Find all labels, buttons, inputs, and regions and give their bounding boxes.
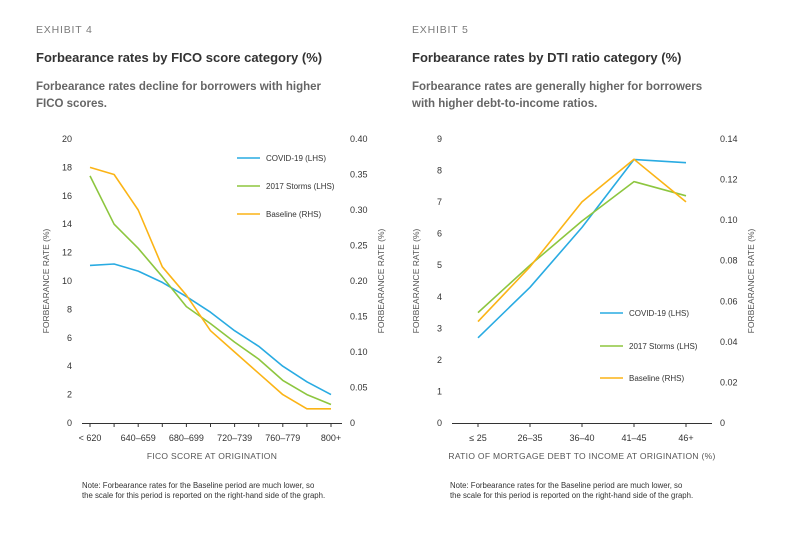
y-tick-right: 0 [350,418,355,428]
exhibit-4-panel: EXHIBIT 4 Forbearance rates by FICO scor… [36,24,386,501]
y-tick-right: 0.10 [350,347,368,357]
exhibit-5-panel: EXHIBIT 5 Forbearance rates by DTI ratio… [400,0,800,540]
y-tick-right: 0.10 [720,215,738,225]
y-tick-left: 8 [437,166,442,176]
note-line: the scale for this period is reported on… [450,491,694,500]
note-line: Note: Forbearance rates for the Baseline… [450,481,683,490]
series-line-2017-storms-lhs [89,175,332,406]
y-tick-right: 0.15 [350,312,368,322]
y-tick-left: 2 [67,390,72,400]
y-tick-right: 0.02 [720,377,738,387]
x-tick-label: < 620 [79,433,102,443]
y-tick-right: 0.25 [350,241,368,251]
series-line-baseline-rhs [89,166,331,410]
chart-subtitle: Forbearance rates are generally higher f… [412,79,702,113]
series-line-covid-19-lhs [477,158,687,339]
y-tick-right: 0.40 [350,134,368,144]
y-tick-right: 0.06 [720,296,738,306]
y-tick-right: 0.14 [720,134,738,144]
subtitle-line: Forbearance rates are generally higher f… [412,81,703,93]
x-tick-label: ≤ 25 [469,433,486,443]
subtitle-line: FICO scores. [36,98,107,110]
fico-forbearance-chart: 0 2 4 6 8 10 12 14 16 18 20 0 0.05 0.10 0.15 0.20 0.25 0.… [41,134,386,461]
exhibit-label: EXHIBIT 4 [36,24,93,36]
y-axis-title-left: FORBEARANCE RATE (%) [41,228,51,333]
chart-note: Note: Forbearance rates for the Baseline… [82,481,325,501]
y-tick-left: 12 [62,248,72,258]
subtitle-line: Forbearance rates decline for borrowers … [36,81,322,93]
legend-label: 2017 Storms (LHS) [266,182,335,191]
legend-label: Baseline (RHS) [266,210,321,219]
chart-subtitle: Forbearance rates decline for borrowers … [36,79,321,113]
y-axis-title-right: FORBEARANCE RATE (%) [376,228,386,333]
y-tick-left: 2 [437,355,442,365]
y-tick-left: 3 [437,323,442,333]
series-line-baseline-rhs [477,158,687,323]
y-tick-right: 0.04 [720,337,738,347]
y-tick-left: 9 [437,134,442,144]
y-tick-left: 4 [437,292,442,302]
x-tick-label: 46+ [678,433,693,443]
x-tick-label: 720–739 [217,433,252,443]
y-tick-right: 0.35 [350,170,368,180]
y-tick-right: 0.30 [350,205,368,215]
y-tick-left: 0 [437,418,442,428]
subtitle-line: with higher debt-to-income ratios. [412,98,598,110]
y-tick-left: 10 [62,276,72,286]
chart-title: Forbearance rates by FICO score category… [36,50,323,65]
y-tick-left: 5 [437,260,442,270]
y-tick-left: 16 [62,191,72,201]
legend-label: COVID-19 (LHS) [629,309,689,318]
dti-forbearance-chart: 0 1 2 3 4 5 6 7 8 9 0 0.02 0.04 0.06 0.08 0.10 0.12 0.14 ≤… [411,134,756,461]
x-tick-label: 640–659 [121,433,156,443]
note-line: the scale for this period is reported on… [82,491,326,500]
chart-title: Forbearance rates by DTI ratio category … [412,50,682,65]
legend-label: COVID-19 (LHS) [266,154,326,163]
y-axis-title-right: FORBEARANCE RATE (%) [746,228,756,333]
y-tick-left: 4 [67,361,72,371]
exhibit-label: EXHIBIT 5 [412,24,469,36]
y-tick-left: 6 [67,333,72,343]
y-tick-right: 0.20 [350,276,368,286]
y-tick-right: 0.12 [720,175,738,185]
series-line-2017-storms-lhs [477,180,687,314]
y-tick-right: 0 [720,418,725,428]
x-tick-label: 680–699 [169,433,204,443]
series-line-covid-19-lhs [89,263,332,396]
x-tick-label: 41–45 [621,433,646,443]
legend-label: Baseline (RHS) [629,374,684,383]
x-axis-title: RATIO OF MORTGAGE DEBT TO INCOME AT ORIG… [448,451,715,461]
legend-label: 2017 Storms (LHS) [629,342,698,351]
y-tick-right: 0.05 [350,383,368,393]
x-tick-label: 26–35 [517,433,542,443]
y-tick-left: 18 [62,162,72,172]
x-tick-label: 760–779 [265,433,300,443]
y-tick-left: 0 [67,418,72,428]
y-tick-right: 0.08 [720,256,738,266]
x-axis-title: FICO SCORE AT ORIGINATION [147,451,277,461]
y-axis-title-left: FORBEARANCE RATE (%) [411,228,421,333]
y-tick-left: 14 [62,219,72,229]
note-line: Note: Forbearance rates for the Baseline… [82,481,315,490]
chart-note: Note: Forbearance rates for the Baseline… [450,481,693,501]
y-tick-left: 7 [437,197,442,207]
y-tick-left: 1 [437,386,442,396]
x-tick-label: 800+ [321,433,341,443]
y-tick-left: 8 [67,304,72,314]
y-tick-left: 20 [62,134,72,144]
x-tick-label: 36–40 [569,433,594,443]
y-tick-left: 6 [437,229,442,239]
